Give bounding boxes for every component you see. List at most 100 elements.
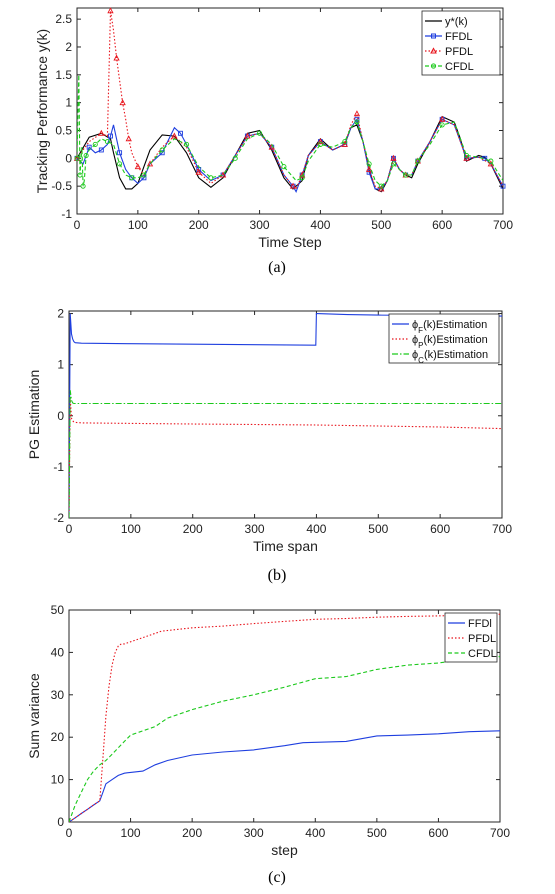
y-tick-label: 0 xyxy=(57,409,64,423)
y-tick-label: 40 xyxy=(51,645,65,659)
x-tick-label: 400 xyxy=(310,218,330,232)
series-marker xyxy=(244,132,251,139)
y-tick-label: 1.5 xyxy=(55,68,72,82)
legend-marker xyxy=(430,47,437,54)
y-tick-label: 30 xyxy=(51,688,65,702)
y-tick-label: 50 xyxy=(51,603,65,617)
series-marker xyxy=(378,183,384,189)
x-tick-label: 0 xyxy=(74,218,81,232)
series-marker xyxy=(117,161,123,167)
x-tick-label: 100 xyxy=(128,218,148,232)
x-tick-label: 300 xyxy=(245,522,265,536)
series-marker xyxy=(108,133,113,139)
series-marker xyxy=(403,172,409,178)
x-tick-label: 200 xyxy=(183,522,203,536)
y-tick-label: -1 xyxy=(53,460,64,474)
series-marker xyxy=(257,130,263,136)
series-marker xyxy=(183,141,190,147)
legend-label: PFDL xyxy=(468,633,496,645)
y-tick-label: 0 xyxy=(57,815,64,829)
plot-area xyxy=(68,609,501,823)
x-tick-label: 500 xyxy=(368,522,388,536)
series-marker xyxy=(354,119,360,125)
panel-a: 0 100 200 300 400 500 600 700 -1 -0.5 0 0.5 1 1.5 2 2.5… xyxy=(34,7,513,276)
series-marker xyxy=(80,183,86,189)
series-marker xyxy=(439,122,445,128)
panel-caption: (b) xyxy=(268,567,287,584)
x-tick-label: 200 xyxy=(182,826,202,840)
series-marker xyxy=(146,160,154,167)
legend-label: y*(k) xyxy=(445,16,468,28)
series-marker xyxy=(317,141,323,147)
panel-b: 0 100 200 300 400 500 600 700 -2 -1 0 1 2 ϕF(k)Estima… xyxy=(26,307,512,584)
series-marker xyxy=(299,175,305,181)
series-marker xyxy=(107,7,114,14)
panel-caption: (a) xyxy=(268,259,286,276)
series-marker xyxy=(83,152,89,159)
legend-label-sub: C xyxy=(418,356,424,365)
series-marker xyxy=(196,167,202,172)
series-marker xyxy=(281,164,287,170)
x-tick-label: 700 xyxy=(490,826,510,840)
series-marker xyxy=(134,163,141,170)
series-marker xyxy=(113,54,120,61)
series-marker xyxy=(232,155,238,161)
x-tick-label: 0 xyxy=(66,826,73,840)
series-marker xyxy=(463,154,470,161)
series-line xyxy=(69,656,500,822)
series-marker xyxy=(92,141,98,147)
series-marker xyxy=(98,147,104,153)
legend-label-rest: (k)Estimation xyxy=(424,334,488,346)
series-marker xyxy=(208,175,214,181)
x-tick-label: 600 xyxy=(430,522,450,536)
series-marker xyxy=(463,152,470,159)
y-axis-label: PG Estimation xyxy=(26,370,42,459)
series-line xyxy=(69,397,502,518)
series-marker xyxy=(104,139,110,145)
x-tick-label: 700 xyxy=(492,522,512,536)
series-marker xyxy=(74,155,80,161)
series-marker xyxy=(341,140,348,147)
y-tick-label: 0 xyxy=(65,151,72,165)
series-marker xyxy=(366,161,372,167)
y-tick-label: 2 xyxy=(57,307,64,321)
series-marker xyxy=(117,150,123,156)
series-marker xyxy=(119,99,126,106)
y-tick-label: 0.5 xyxy=(55,123,72,137)
series-marker xyxy=(317,138,324,145)
x-tick-label: 300 xyxy=(244,826,264,840)
series-marker xyxy=(125,135,132,142)
series-marker xyxy=(353,110,361,117)
x-tick-label: 400 xyxy=(305,826,325,840)
y-tick-label: -1 xyxy=(61,207,72,221)
legend-label-sub: F xyxy=(418,326,423,335)
x-tick-label: 500 xyxy=(371,218,391,232)
legend-label-sub: P xyxy=(418,341,423,350)
x-tick-label: 200 xyxy=(189,218,209,232)
y-tick-label: 10 xyxy=(51,773,65,787)
legend-label: CFDL xyxy=(445,61,474,73)
legend-marker xyxy=(431,33,436,39)
x-axis-label: Time Step xyxy=(258,234,321,250)
x-tick-label: 600 xyxy=(428,826,448,840)
series-marker xyxy=(390,161,397,167)
series-marker xyxy=(390,154,397,161)
series-marker xyxy=(365,165,373,172)
series-marker xyxy=(141,172,147,178)
y-tick-label: 2.5 xyxy=(55,12,72,26)
y-tick-label: 1 xyxy=(57,358,64,372)
y-tick-label: 2 xyxy=(65,40,72,54)
series-marker xyxy=(195,168,202,175)
series-marker xyxy=(159,147,165,153)
series-marker xyxy=(86,144,92,150)
legend-label: ϕF(k)Estimation xyxy=(412,319,487,335)
x-tick-label: 100 xyxy=(121,826,141,840)
panel-c: 0 100 200 300 400 500 600 700 0 10 20 30 40 50 FFDl PFD… xyxy=(26,603,510,886)
x-axis-label: step xyxy=(271,842,298,858)
series-line xyxy=(77,74,503,187)
series-marker xyxy=(129,175,135,181)
legend-label: ϕP(k)Estimation xyxy=(412,334,488,350)
legend-label: FFDL xyxy=(445,31,473,43)
series-line xyxy=(69,390,502,518)
